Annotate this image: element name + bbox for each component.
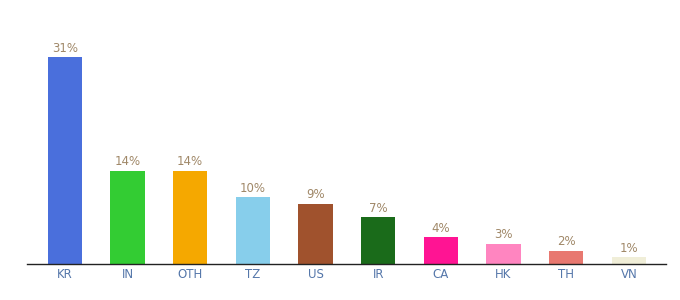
Bar xyxy=(486,244,521,264)
Text: 10%: 10% xyxy=(240,182,266,195)
Text: 2%: 2% xyxy=(557,235,575,248)
Bar xyxy=(611,257,646,264)
Text: 14%: 14% xyxy=(114,155,141,168)
Bar xyxy=(48,57,82,264)
Text: 14%: 14% xyxy=(177,155,203,168)
Text: 1%: 1% xyxy=(619,242,638,255)
Bar xyxy=(424,237,458,264)
Bar xyxy=(110,171,145,264)
Text: 31%: 31% xyxy=(52,42,78,55)
Text: 4%: 4% xyxy=(432,222,450,235)
Text: 9%: 9% xyxy=(306,188,325,201)
Bar xyxy=(173,171,207,264)
Bar xyxy=(361,217,395,264)
Text: 7%: 7% xyxy=(369,202,388,215)
Bar xyxy=(235,197,270,264)
Bar xyxy=(299,204,333,264)
Text: 3%: 3% xyxy=(494,228,513,241)
Bar xyxy=(549,251,583,264)
